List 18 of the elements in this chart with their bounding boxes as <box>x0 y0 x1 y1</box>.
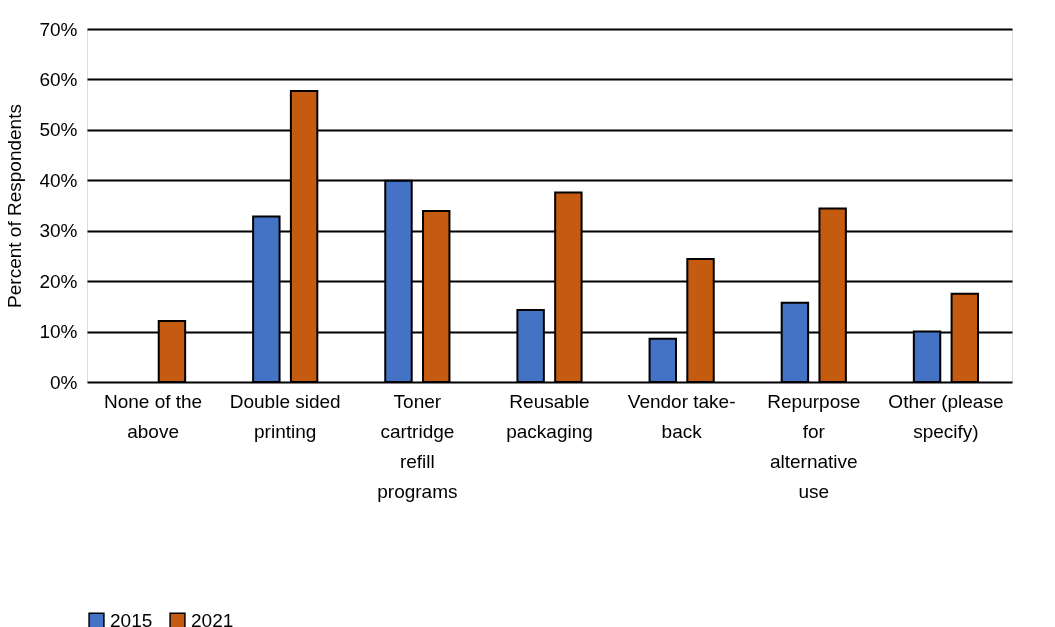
x-tick-label: Reusable packaging <box>506 390 593 442</box>
y-tick-label: 30% <box>39 220 78 242</box>
y-tick-label: 60% <box>39 68 78 90</box>
legend-label: 2021 <box>191 609 234 627</box>
x-tick-label: Vendor take-back <box>627 390 736 442</box>
x-tick-label: Repurpose for alternative use <box>767 390 861 502</box>
y-tick-label: 0% <box>50 371 78 393</box>
y-tick-label: 20% <box>39 270 78 292</box>
x-tick-label: Toner cartridge refill programs <box>377 390 458 502</box>
y-tick-label: 10% <box>39 321 78 343</box>
y-tick-label: 50% <box>39 119 78 141</box>
y-tick-label: 70% <box>39 18 78 40</box>
x-tick-label: Double sided printing <box>229 390 341 442</box>
y-tick-label: 40% <box>39 169 78 191</box>
x-tick-label: Other (please specify) <box>888 390 1004 442</box>
y-axis-title: Percent of Respondents <box>4 104 26 308</box>
legend-label: 2015 <box>110 609 153 627</box>
x-tick-label: None of the above <box>103 390 203 442</box>
